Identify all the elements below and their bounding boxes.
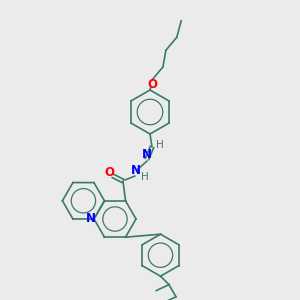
Text: N: N <box>86 212 96 226</box>
Text: H: H <box>141 172 149 182</box>
Text: N: N <box>142 148 152 161</box>
Text: O: O <box>104 167 114 179</box>
Text: H: H <box>156 140 164 150</box>
Text: O: O <box>147 79 157 92</box>
Text: N: N <box>131 164 141 178</box>
